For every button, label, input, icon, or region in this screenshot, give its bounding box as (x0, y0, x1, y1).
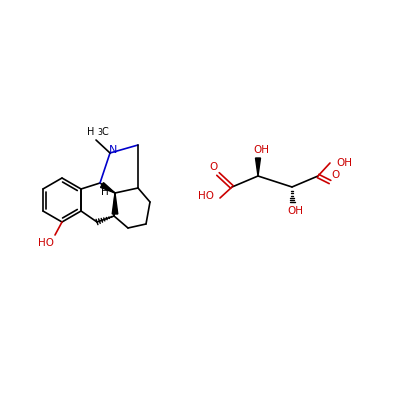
Text: C: C (102, 127, 109, 137)
Polygon shape (112, 193, 118, 214)
Text: OH: OH (336, 158, 352, 168)
Text: H: H (101, 187, 109, 197)
Text: OH: OH (287, 206, 303, 216)
Text: 3: 3 (97, 128, 102, 137)
Text: HO: HO (38, 238, 54, 248)
Text: O: O (332, 170, 340, 180)
Text: OH: OH (253, 145, 269, 155)
Text: O: O (210, 162, 218, 172)
Text: N: N (109, 145, 117, 155)
Polygon shape (100, 183, 115, 193)
Text: H: H (87, 127, 94, 137)
Polygon shape (256, 158, 260, 176)
Text: HO: HO (198, 191, 214, 201)
